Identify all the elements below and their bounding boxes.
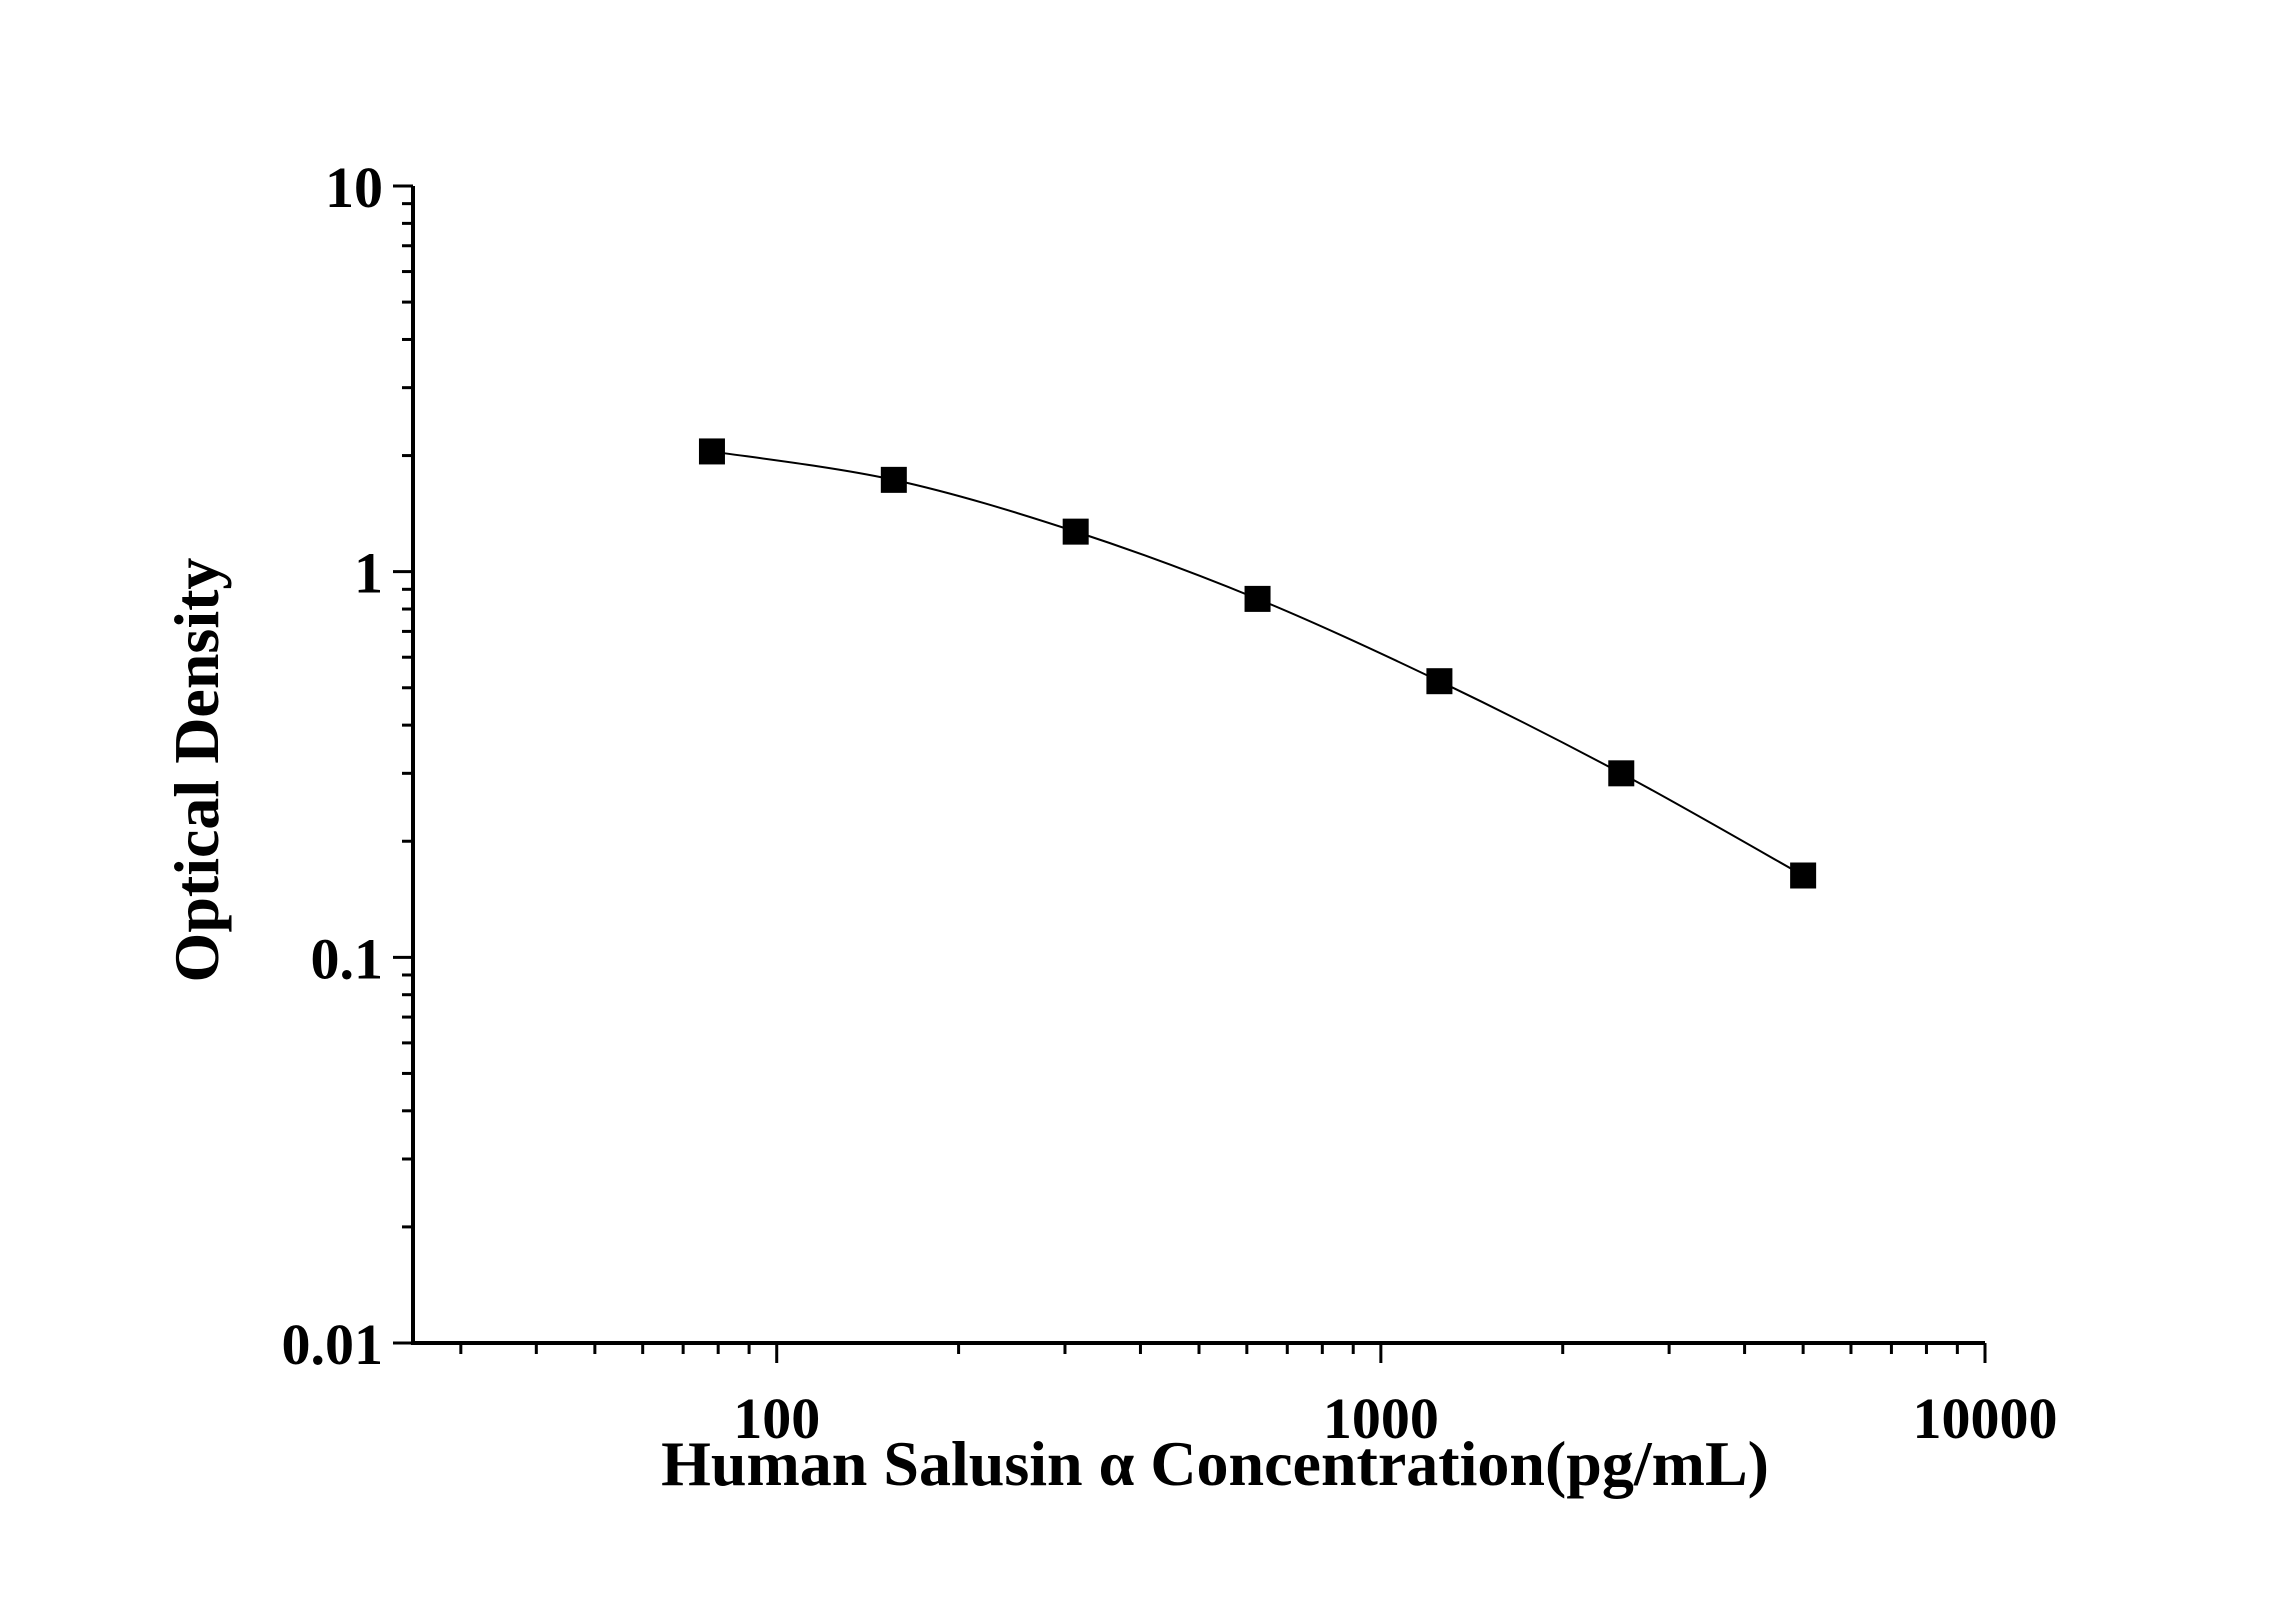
data-point [1062,518,1089,545]
data-point [880,466,907,493]
data-point [1426,668,1453,695]
fitted-curve [711,450,1804,877]
ticks: 100 1000 10000 0.01 0.1 1 10 [282,155,2058,1451]
x-tick-label: 10000 [1913,1386,2058,1451]
data-point [1244,585,1271,612]
axes [411,186,1985,1345]
y-tick-label: 0.01 [282,1312,384,1377]
x-tick-label: 100 [733,1386,820,1451]
data-point [1608,760,1635,787]
y-axis-label: Optical Density [161,558,232,983]
y-tick-label: 1 [354,541,383,606]
y-tick-label: 10 [325,155,383,220]
data-points [698,438,1817,889]
data-point [698,438,725,465]
curve-line [711,450,1804,877]
data-point [1790,862,1817,889]
x-tick-label: 1000 [1323,1386,1439,1451]
x-axis-label: Human Salusin α Concentration(pg/mL) [661,1428,1769,1499]
y-tick-label: 0.1 [311,926,384,991]
